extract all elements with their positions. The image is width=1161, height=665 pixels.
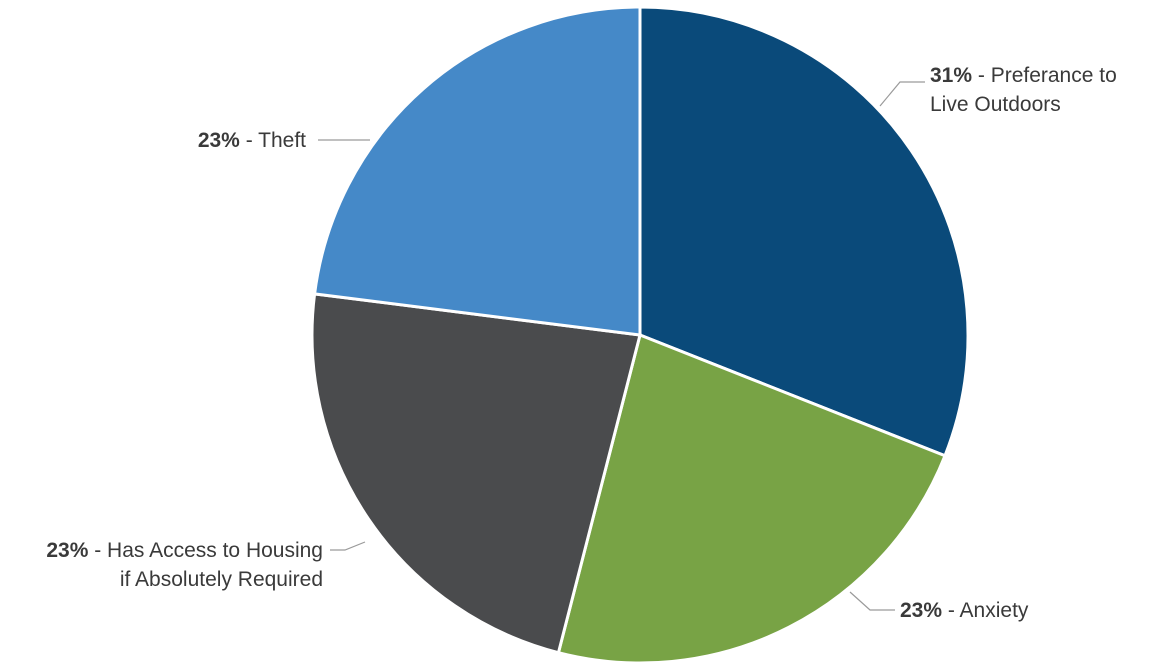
slice-label-3-line-0: 23% - Theft: [198, 129, 306, 152]
slice-category-1: - Anxiety: [942, 599, 1029, 622]
slice-percent-0: 31%: [930, 64, 972, 87]
slice-category-0: - Preferance to: [972, 64, 1117, 87]
slice-category-3: - Theft: [240, 129, 306, 152]
slice-category-2: - Has Access to Housing: [88, 539, 323, 562]
leader-lines: [318, 81, 925, 611]
slice-percent-2: 23%: [46, 539, 88, 562]
pie-slices: [310, 5, 970, 665]
slice-labels: 31% - Preferance to Live Outdoors 23% - An…: [46, 64, 1116, 622]
slice-percent-3: 23%: [198, 129, 240, 152]
pie-slice-3: [312, 5, 642, 337]
leader-line-2: [330, 541, 366, 551]
slice-label-2-line-1: if Absolutely Required: [120, 568, 323, 591]
leader-line-0: [879, 81, 925, 107]
slice-label-1-line-0: 23% - Anxiety: [900, 599, 1029, 622]
pie-slice-2: [310, 292, 642, 655]
slice-label-0-line-1: Live Outdoors: [930, 93, 1061, 116]
pie-slice-1: [556, 332, 947, 665]
slice-percent-1: 23%: [900, 599, 942, 622]
pie-slice-0: [638, 5, 970, 458]
slice-label-0-line-0: 31% - Preferance to: [930, 64, 1117, 87]
leader-line-1: [849, 591, 895, 611]
slice-label-2-line-0: 23% - Has Access to Housing: [46, 539, 323, 562]
